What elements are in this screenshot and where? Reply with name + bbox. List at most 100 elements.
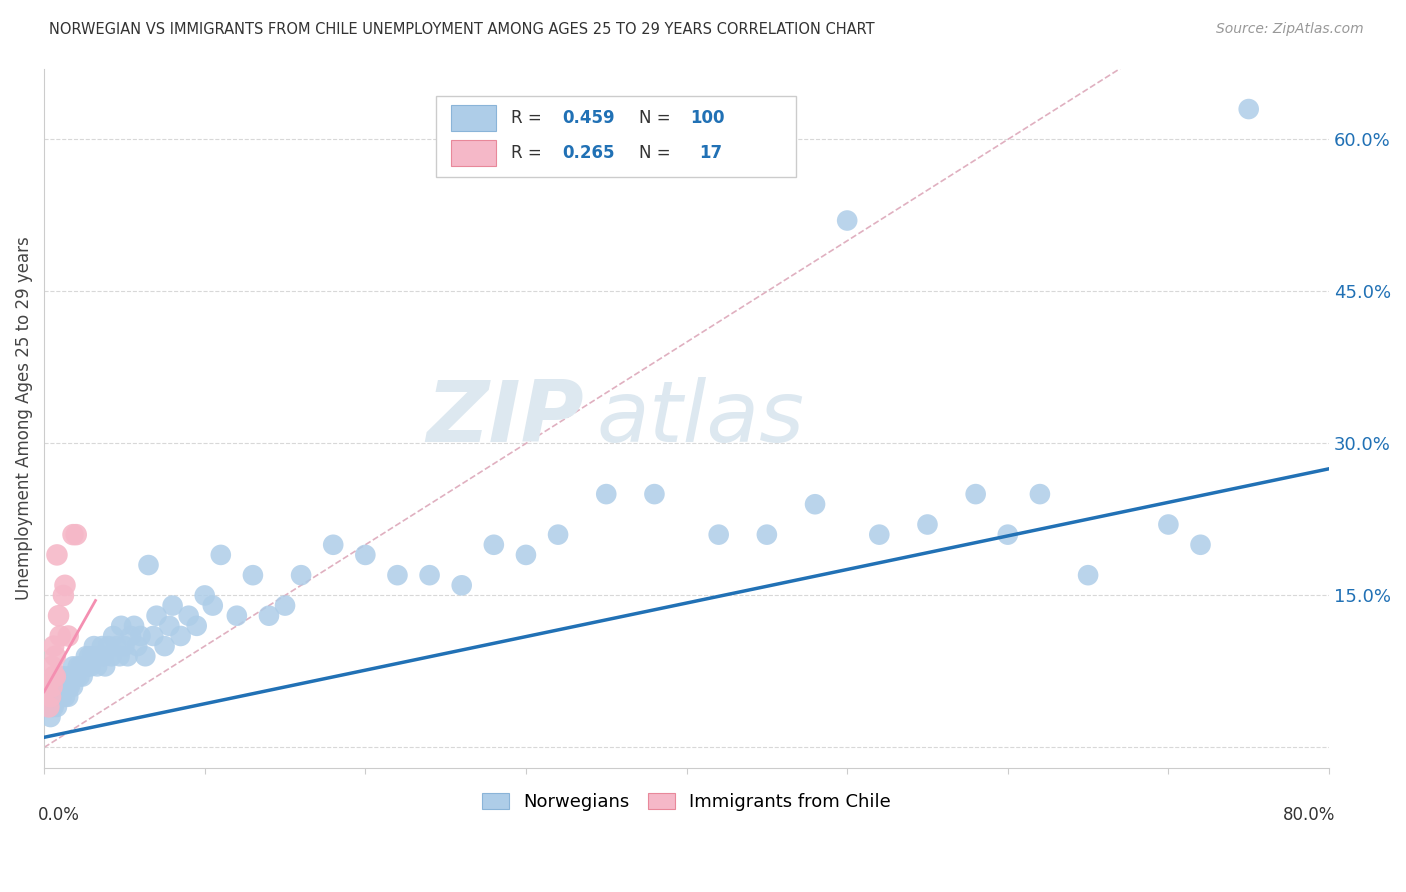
Point bbox=[52, 589, 75, 603]
Point bbox=[209, 548, 232, 562]
Point bbox=[837, 213, 859, 227]
Text: N =: N = bbox=[638, 109, 676, 128]
Point bbox=[38, 699, 60, 714]
Text: NORWEGIAN VS IMMIGRANTS FROM CHILE UNEMPLOYMENT AMONG AGES 25 TO 29 YEARS CORREL: NORWEGIAN VS IMMIGRANTS FROM CHILE UNEMP… bbox=[49, 22, 875, 37]
Point bbox=[58, 690, 80, 704]
Point bbox=[44, 669, 66, 683]
Point bbox=[42, 680, 65, 694]
FancyBboxPatch shape bbox=[451, 140, 496, 167]
Point bbox=[100, 649, 122, 664]
Point bbox=[62, 680, 84, 694]
Point bbox=[322, 538, 344, 552]
Point bbox=[105, 639, 128, 653]
Point bbox=[66, 659, 89, 673]
Point bbox=[44, 649, 66, 664]
Point bbox=[997, 527, 1019, 541]
Point bbox=[39, 710, 62, 724]
Y-axis label: Unemployment Among Ages 25 to 29 years: Unemployment Among Ages 25 to 29 years bbox=[15, 236, 32, 600]
Text: Source: ZipAtlas.com: Source: ZipAtlas.com bbox=[1216, 22, 1364, 37]
Point bbox=[55, 669, 77, 683]
FancyBboxPatch shape bbox=[451, 105, 496, 131]
Point bbox=[49, 629, 72, 643]
Point bbox=[547, 527, 569, 541]
Point bbox=[62, 659, 84, 673]
Point bbox=[1077, 568, 1099, 582]
Point bbox=[354, 548, 377, 562]
Point bbox=[595, 487, 617, 501]
Point bbox=[49, 680, 72, 694]
Point bbox=[41, 659, 63, 673]
Point bbox=[70, 659, 93, 673]
Point bbox=[755, 527, 778, 541]
Text: 0.0%: 0.0% bbox=[38, 806, 80, 824]
Point bbox=[59, 680, 82, 694]
Point bbox=[94, 659, 117, 673]
Point bbox=[97, 639, 120, 653]
Point bbox=[1029, 487, 1052, 501]
Point bbox=[194, 589, 217, 603]
Text: ZIP: ZIP bbox=[426, 376, 583, 459]
Point bbox=[51, 669, 73, 683]
Point bbox=[515, 548, 537, 562]
Point bbox=[41, 699, 63, 714]
Point bbox=[42, 699, 65, 714]
Point bbox=[39, 690, 62, 704]
Text: R =: R = bbox=[510, 109, 547, 128]
FancyBboxPatch shape bbox=[436, 96, 796, 177]
Point bbox=[72, 669, 94, 683]
Point bbox=[707, 527, 730, 541]
Point bbox=[1157, 517, 1180, 532]
Text: R =: R = bbox=[510, 145, 547, 162]
Point bbox=[965, 487, 987, 501]
Point bbox=[242, 568, 264, 582]
Point bbox=[52, 669, 75, 683]
Point bbox=[80, 659, 103, 673]
Point bbox=[53, 680, 76, 694]
Point bbox=[76, 659, 98, 673]
Point bbox=[38, 690, 60, 704]
Point bbox=[42, 639, 65, 653]
Point bbox=[157, 619, 180, 633]
Point bbox=[58, 680, 80, 694]
Point bbox=[46, 690, 69, 704]
Point bbox=[387, 568, 409, 582]
Point bbox=[145, 608, 167, 623]
Point bbox=[37, 680, 59, 694]
Point bbox=[162, 599, 184, 613]
Point bbox=[110, 619, 132, 633]
Point bbox=[59, 669, 82, 683]
Point bbox=[83, 639, 105, 653]
Point bbox=[37, 699, 59, 714]
Point bbox=[63, 669, 86, 683]
Point bbox=[112, 639, 135, 653]
Point bbox=[48, 690, 70, 704]
Point bbox=[60, 669, 83, 683]
Point bbox=[44, 690, 66, 704]
Point bbox=[48, 608, 70, 623]
Point bbox=[86, 659, 108, 673]
Point bbox=[58, 629, 80, 643]
Point bbox=[51, 690, 73, 704]
Point bbox=[868, 527, 890, 541]
Point bbox=[62, 527, 84, 541]
Point bbox=[804, 497, 827, 511]
Point bbox=[41, 680, 63, 694]
Point bbox=[73, 659, 96, 673]
Point bbox=[450, 578, 472, 592]
Point bbox=[46, 699, 69, 714]
Point bbox=[82, 649, 104, 664]
Text: 0.459: 0.459 bbox=[562, 109, 614, 128]
Point bbox=[129, 629, 152, 643]
Point bbox=[53, 578, 76, 592]
Text: 80.0%: 80.0% bbox=[1284, 806, 1336, 824]
Point bbox=[93, 649, 115, 664]
Text: 17: 17 bbox=[699, 145, 723, 162]
Text: atlas: atlas bbox=[596, 376, 804, 459]
Legend: Norwegians, Immigrants from Chile: Norwegians, Immigrants from Chile bbox=[475, 785, 898, 818]
Point bbox=[257, 608, 280, 623]
Point bbox=[75, 649, 97, 664]
Point bbox=[49, 690, 72, 704]
Point bbox=[65, 527, 87, 541]
Point bbox=[42, 669, 65, 683]
Point bbox=[65, 669, 87, 683]
